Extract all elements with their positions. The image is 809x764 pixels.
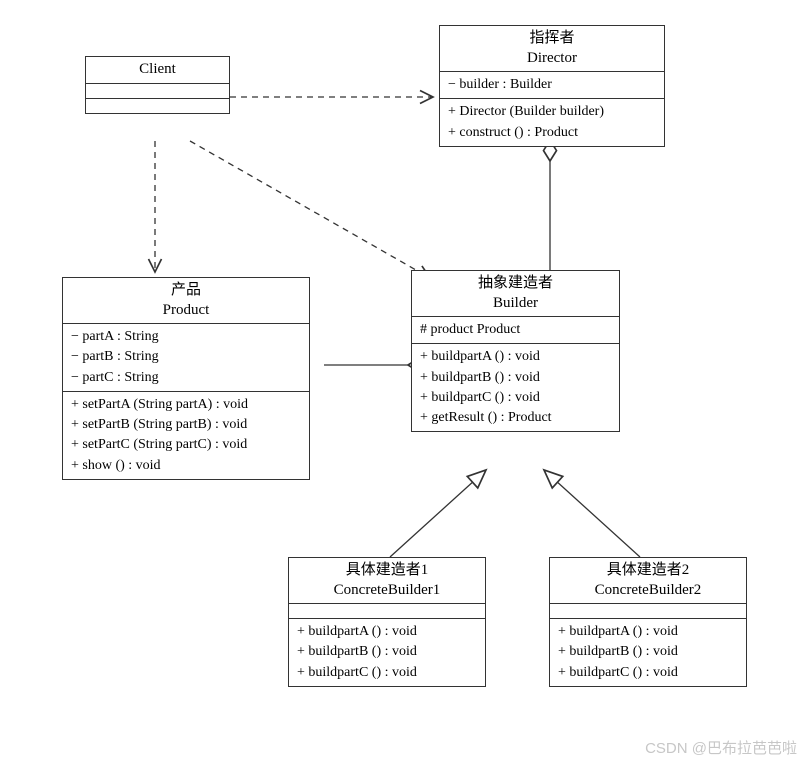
- class-director-name-cn: 指挥者: [446, 29, 658, 49]
- class-director-title: 指挥者 Director: [440, 26, 664, 72]
- edge-cb1-builder: [390, 470, 486, 557]
- class-client-methods: [86, 99, 229, 113]
- method-line: + show () : void: [71, 456, 301, 476]
- class-concretebuilder2: 具体建造者2 ConcreteBuilder2 + buildpartA () …: [549, 557, 747, 687]
- attr-line: − partC : String: [71, 368, 301, 388]
- attr-line: − partA : String: [71, 327, 301, 347]
- class-product-attrs: − partA : String − partB : String − part…: [63, 324, 309, 392]
- attr-line: # product Product: [420, 320, 611, 340]
- class-director-name-en: Director: [446, 49, 658, 69]
- class-cb2-attrs: [550, 604, 746, 619]
- method-line: + buildpartB () : void: [420, 368, 611, 388]
- method-line: + setPartB (String partB) : void: [71, 415, 301, 435]
- attr-line: − builder : Builder: [448, 75, 656, 95]
- class-builder-attrs: # product Product: [412, 317, 619, 344]
- class-builder-name-en: Builder: [418, 294, 613, 314]
- method-line: + buildpartA () : void: [420, 347, 611, 367]
- method-line: + buildpartA () : void: [297, 622, 477, 642]
- method-line: + setPartA (String partA) : void: [71, 395, 301, 415]
- class-builder-name-cn: 抽象建造者: [418, 274, 613, 294]
- class-builder: 抽象建造者 Builder # product Product + buildp…: [411, 270, 620, 432]
- class-director-attrs: − builder : Builder: [440, 72, 664, 99]
- method-line: + buildpartA () : void: [558, 622, 738, 642]
- class-director-methods: + Director (Builder builder) + construct…: [440, 99, 664, 146]
- edge-client-builder: [190, 141, 430, 278]
- method-line: + buildpartC () : void: [558, 663, 738, 683]
- class-concretebuilder1: 具体建造者1 ConcreteBuilder1 + buildpartA () …: [288, 557, 486, 687]
- class-client-name: Client: [92, 60, 223, 80]
- class-cb2-name-cn: 具体建造者2: [556, 561, 740, 581]
- class-builder-title: 抽象建造者 Builder: [412, 271, 619, 317]
- method-line: + Director (Builder builder): [448, 102, 656, 122]
- method-line: + buildpartC () : void: [420, 388, 611, 408]
- class-cb1-title: 具体建造者1 ConcreteBuilder1: [289, 558, 485, 604]
- class-cb2-title: 具体建造者2 ConcreteBuilder2: [550, 558, 746, 604]
- class-client-title: Client: [86, 57, 229, 84]
- class-product: 产品 Product − partA : String − partB : St…: [62, 277, 310, 480]
- class-client-attrs: [86, 84, 229, 99]
- edge-cb2-builder: [544, 470, 640, 557]
- method-line: + getResult () : Product: [420, 408, 611, 428]
- attr-line: − partB : String: [71, 347, 301, 367]
- class-product-name-cn: 产品: [69, 281, 303, 301]
- class-cb2-name-en: ConcreteBuilder2: [556, 581, 740, 601]
- method-line: + buildpartB () : void: [558, 642, 738, 662]
- class-cb1-attrs: [289, 604, 485, 619]
- method-line: + setPartC (String partC) : void: [71, 435, 301, 455]
- class-cb1-name-en: ConcreteBuilder1: [295, 581, 479, 601]
- watermark-text: CSDN @巴布拉芭芭啦: [645, 737, 797, 758]
- class-cb2-methods: + buildpartA () : void + buildpartB () :…: [550, 619, 746, 686]
- class-client: Client: [85, 56, 230, 114]
- class-cb1-methods: + buildpartA () : void + buildpartB () :…: [289, 619, 485, 686]
- class-product-title: 产品 Product: [63, 278, 309, 324]
- method-line: + buildpartC () : void: [297, 663, 477, 683]
- method-line: + construct () : Product: [448, 123, 656, 143]
- method-line: + buildpartB () : void: [297, 642, 477, 662]
- class-builder-methods: + buildpartA () : void + buildpartB () :…: [412, 344, 619, 431]
- class-product-methods: + setPartA (String partA) : void + setPa…: [63, 392, 309, 479]
- class-director: 指挥者 Director − builder : Builder + Direc…: [439, 25, 665, 147]
- class-product-name-en: Product: [69, 301, 303, 321]
- class-cb1-name-cn: 具体建造者1: [295, 561, 479, 581]
